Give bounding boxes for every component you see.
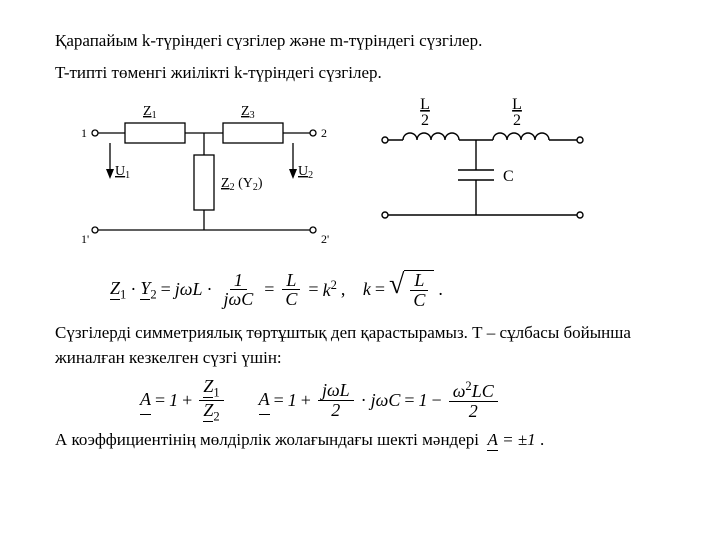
svg-text:U2: U2 <box>298 164 313 181</box>
figure-lc-lowpass: L 2 L 2 C <box>375 95 605 245</box>
svg-text:Z2 (Y2): Z2 (Y2) <box>221 176 263 193</box>
l-over-2-right-num: L <box>512 96 522 113</box>
inline-A-pm1: A = ±1 <box>487 430 539 451</box>
paragraph-4: А коэффициентінің мөлдірлік жолағындағы … <box>55 427 670 453</box>
svg-text:Z1: Z1 <box>143 104 157 121</box>
equation-2: A = 1+ Z1 Z2 A =1+ jωL 2 ·jωC =1− ω2LC 2 <box>140 377 670 424</box>
page: Қарапайым k-түріндегі сүзгілер және m-тү… <box>0 0 720 469</box>
figures-row: Z1 Z3 Z2 (Y2) U1 U2 1 2 1' 2' <box>65 95 670 250</box>
node-2-label: 2 <box>321 126 327 140</box>
paragraph-2: T-типті төменгі жиілікті k-түріндегі сүз… <box>55 60 670 86</box>
figure-t-network: Z1 Z3 Z2 (Y2) U1 U2 1 2 1' 2' <box>65 95 345 250</box>
node-2p-label: 2' <box>321 232 329 246</box>
l-over-2-left-num: L <box>420 96 430 113</box>
l-over-2-left-den: 2 <box>421 112 429 129</box>
equation-1: Z1 · Y2 = jωL· 1 jωC = L C = k2 , k = √ … <box>110 270 670 310</box>
l-over-2-right-den: 2 <box>513 112 521 129</box>
paragraph-1: Қарапайым k-түріндегі сүзгілер және m-тү… <box>55 28 670 54</box>
capacitor-label: C <box>503 168 514 185</box>
node-1p-label: 1' <box>81 232 89 246</box>
node-1-label: 1 <box>81 126 87 140</box>
paragraph-3: Сүзгілерді симметриялық төртұштық деп қа… <box>55 320 670 371</box>
svg-text:U1: U1 <box>115 164 130 181</box>
svg-text:Z3: Z3 <box>241 104 255 121</box>
